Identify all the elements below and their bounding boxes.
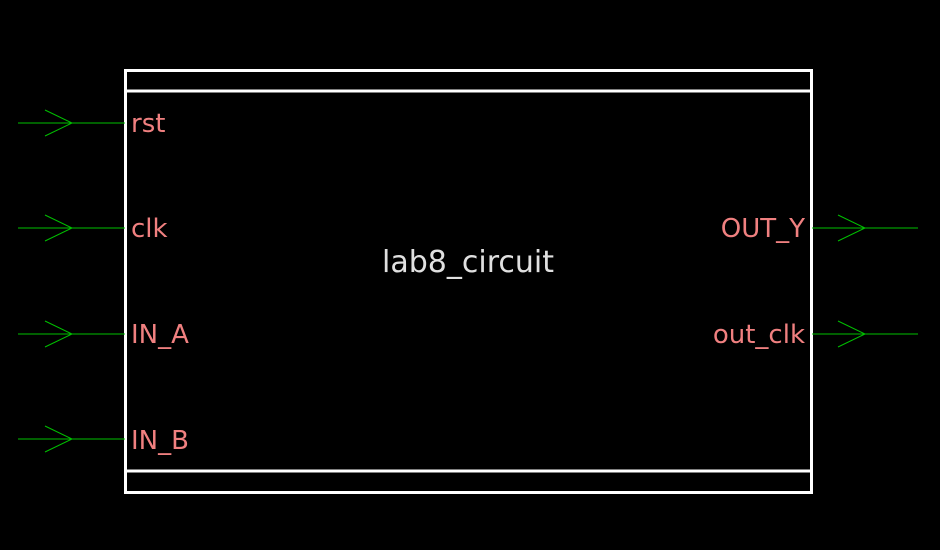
- output-port-label: OUT_Y: [721, 214, 805, 244]
- block-name: lab8_circuit: [382, 245, 554, 280]
- block-outline: [124, 69, 813, 494]
- input-port-label: clk: [131, 214, 168, 244]
- input-arrow-icon: [44, 320, 74, 348]
- output-port-out-clk[interactable]: out_clk: [713, 320, 918, 350]
- input-port-label: IN_A: [131, 320, 189, 350]
- block-symbol[interactable]: lab8_circuit: [124, 69, 813, 494]
- output-port-label: out_clk: [713, 320, 805, 350]
- input-port-label: rst: [131, 109, 165, 139]
- output-arrow-icon: [837, 214, 867, 242]
- input-arrow-icon: [44, 425, 74, 453]
- input-arrow-icon: [44, 214, 74, 242]
- input-port-in-a[interactable]: IN_A: [18, 320, 189, 350]
- output-port-out-y[interactable]: OUT_Y: [721, 214, 918, 244]
- input-arrow-icon: [44, 109, 74, 137]
- input-port-clk[interactable]: clk: [18, 214, 168, 244]
- input-port-rst[interactable]: rst: [18, 109, 165, 139]
- input-port-label: IN_B: [131, 426, 189, 456]
- output-arrow-icon: [837, 320, 867, 348]
- input-port-in-b[interactable]: IN_B: [18, 425, 189, 456]
